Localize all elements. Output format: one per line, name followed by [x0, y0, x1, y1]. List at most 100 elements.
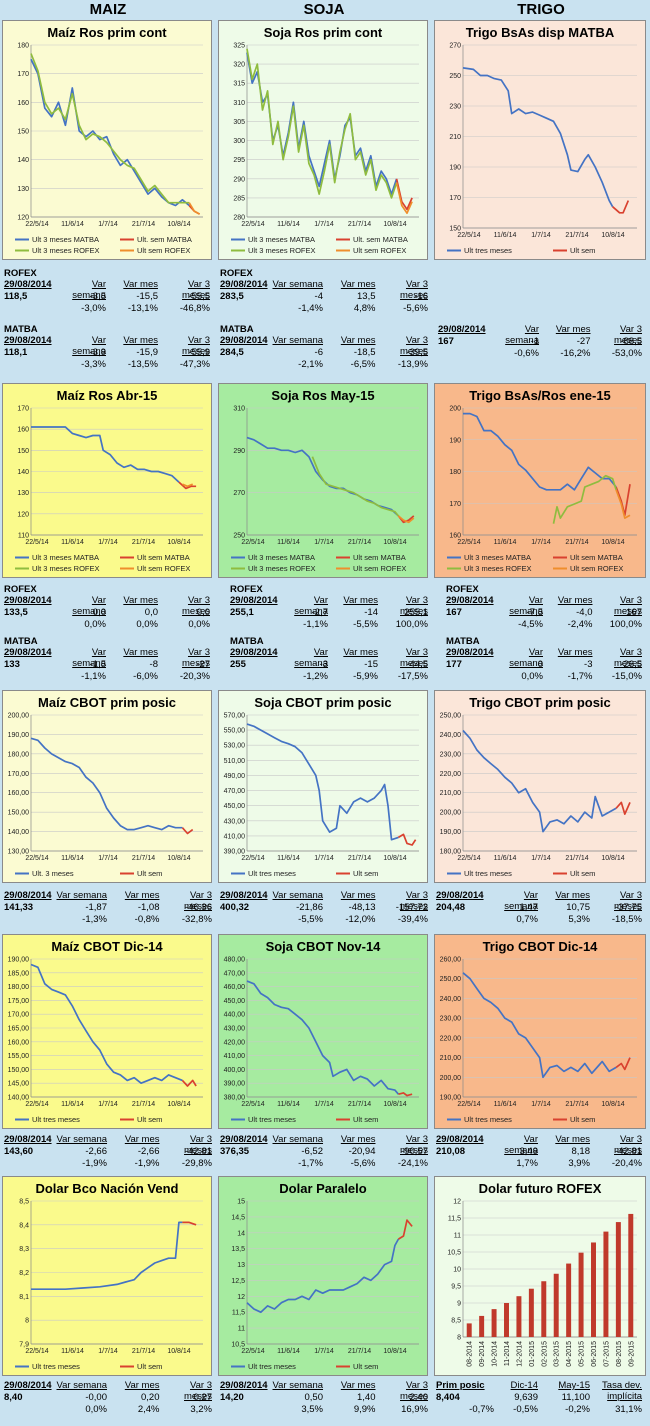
bar — [591, 1242, 596, 1337]
stats-value: 177 — [446, 659, 462, 670]
x-tick-label: 1/7/14 — [314, 1348, 334, 1355]
stats-pct: -1,7% — [567, 671, 593, 682]
legend-label: Ult sem — [570, 869, 595, 878]
stats-pct: 16,9% — [401, 1404, 428, 1415]
stats-header: Var 3 meses — [184, 1134, 212, 1156]
chart-panel-c4: Maíz Ros Abr-15 170 160 150 140 130 120 110 22/5… — [2, 383, 212, 578]
x-tick-label: 11/6/14 — [494, 855, 517, 862]
series-line-1 — [615, 1057, 631, 1071]
bar — [466, 1323, 472, 1337]
x-tick-label: 10/8/14 — [601, 232, 624, 239]
stats-header: Var 3 meses — [400, 1380, 428, 1402]
stats-value: 133,5 — [4, 607, 28, 618]
x-tick-label: 1/7/14 — [98, 855, 118, 862]
y-tick-label: 180,00 — [8, 751, 30, 758]
stats-value: -26,5 — [620, 659, 642, 670]
chart-panel-c5: Soja Ros May-15 310 290 270 250 22/5/14 11/6/1… — [218, 383, 428, 578]
stats-header: 29/08/2014 — [230, 647, 278, 658]
series-line-1 — [181, 1079, 197, 1087]
stats-pct: -1,1% — [81, 671, 106, 682]
stats-header: 29/08/2014 — [436, 1134, 484, 1145]
legend: Ult tres meses Ult sem — [447, 1115, 595, 1124]
stats-pct: -47,3% — [179, 359, 210, 370]
stats-header: Var semana — [272, 890, 324, 901]
y-tick-label: 140 — [17, 469, 29, 476]
y-tick-label: 155,00 — [8, 1053, 30, 1060]
x-tick-label: 10/8/14 — [167, 221, 190, 228]
chart-svg: 200,00 190,00 180,00 170,00 160,00 150,00 140,… — [8, 713, 203, 878]
stats-block-s17: 29/08/2014 Var semana Var mes Var 3 meses 21… — [436, 1134, 644, 1180]
x-tick-label: 1/7/14 — [98, 221, 118, 228]
stats-value: -48,13 — [348, 902, 376, 913]
series-line-0 — [30, 58, 190, 207]
y-tick-label: 7,9 — [19, 1342, 29, 1349]
stats-header: Var semana — [504, 1134, 538, 1156]
x-tick-label: 1/7/14 — [314, 221, 334, 228]
y-tick-label: 290 — [233, 176, 245, 183]
bar — [553, 1273, 559, 1337]
stats-header: Var mes — [340, 890, 376, 901]
chart-panel-c8: Soja CBOT prim posic 570,00 550,00 530,00 51… — [218, 690, 428, 883]
stats-value: -15,9 — [136, 347, 158, 358]
stats-value: 167 — [446, 607, 462, 618]
stats-pct: 4,8% — [353, 303, 376, 314]
y-tick-label: 250 — [449, 73, 461, 80]
y-tick-label: 11,5 — [448, 1216, 461, 1223]
stats-header: 29/08/2014 — [4, 1380, 52, 1391]
x-tick-label: 1/7/14 — [314, 539, 334, 546]
stats-source-label: MATBA — [220, 324, 254, 335]
y-tick-label: 530,00 — [224, 743, 246, 750]
stats-value: 118,5 — [4, 291, 28, 302]
chart-title: Dolar Paralelo — [279, 1181, 367, 1196]
stats-value: -0,00 — [85, 1392, 107, 1403]
x-tick-label: 1/7/14 — [531, 855, 551, 862]
axes: 570,00 550,00 530,00 510,00 490,00 470,00 450,… — [224, 713, 419, 862]
stats-value: 167 — [438, 336, 454, 347]
stats-block-s13: 29/08/2014 Var semana Var mes Var 3 meses 40… — [220, 890, 430, 936]
y-tick-label: 390,00 — [224, 849, 246, 856]
x-tick-label: 10/8/14 — [383, 855, 406, 862]
stats-pct: 100,0% — [395, 619, 428, 630]
y-tick-label: 160 — [449, 533, 461, 540]
stats-header: Var 3 meses — [400, 595, 428, 617]
stats-pct: -1,1% — [303, 619, 328, 630]
stats-pct: 3,9% — [568, 1158, 590, 1169]
stats-value: -18,5 — [353, 347, 376, 358]
stats-block-s19: 29/08/2014 Var semana Var mes Var 3 meses 14… — [220, 1380, 430, 1426]
legend-label: Ult sem — [353, 1362, 378, 1371]
series-line-1 — [182, 1221, 197, 1226]
stats-block-s5: 29/08/2014 Var semana Var mes Var 3 meses 16… — [438, 324, 644, 370]
stats-pct: -1,2% — [303, 671, 328, 682]
y-tick-label: 130,00 — [8, 849, 30, 856]
chart-title: Trigo CBOT Dic-14 — [482, 939, 598, 954]
y-tick-label: 230 — [449, 104, 461, 111]
legend-label: Ult 3 meses MATBA — [32, 235, 99, 244]
stats-pct: -1,7% — [298, 1158, 323, 1169]
stats-header: Var 3 meses — [614, 890, 642, 912]
stats-source-label: ROFEX — [446, 584, 479, 595]
stats-value: 0,0 — [196, 607, 210, 618]
stats-header: 29/08/2014 — [4, 647, 52, 658]
y-tick-label: 9,5 — [451, 1284, 461, 1291]
series-line-0 — [246, 52, 398, 195]
chart-title: Maíz CBOT Dic-14 — [51, 939, 163, 954]
stats-pct: -3,0% — [81, 303, 106, 314]
y-tick-label: 14 — [237, 1230, 245, 1237]
series-line-3 — [182, 483, 194, 488]
legend-label: Ult sem MATBA — [570, 553, 623, 562]
chart-title: Dolar futuro ROFEX — [478, 1181, 602, 1196]
chart-title: Soja CBOT prim posic — [254, 695, 392, 710]
y-tick-label: 15 — [237, 1199, 245, 1206]
stats-pct: -13,5% — [127, 359, 158, 370]
y-tick-label: 490,00 — [224, 773, 246, 780]
series-line-0 — [462, 972, 617, 1079]
y-tick-label: 170,00 — [8, 771, 30, 778]
stats-pct: -13,1% — [127, 303, 158, 314]
stats-block-s15: 29/08/2014 Var semana Var mes Var 3 meses 14… — [4, 1134, 214, 1180]
y-tick-label: 12 — [237, 1294, 245, 1301]
y-tick-label: 280 — [233, 215, 245, 222]
stats-block-s14: 29/08/2014 Var semana Var mes Var 3 meses 20… — [436, 890, 644, 936]
chart-title: Soja Ros prim cont — [263, 25, 383, 40]
series-line-0 — [31, 426, 180, 483]
